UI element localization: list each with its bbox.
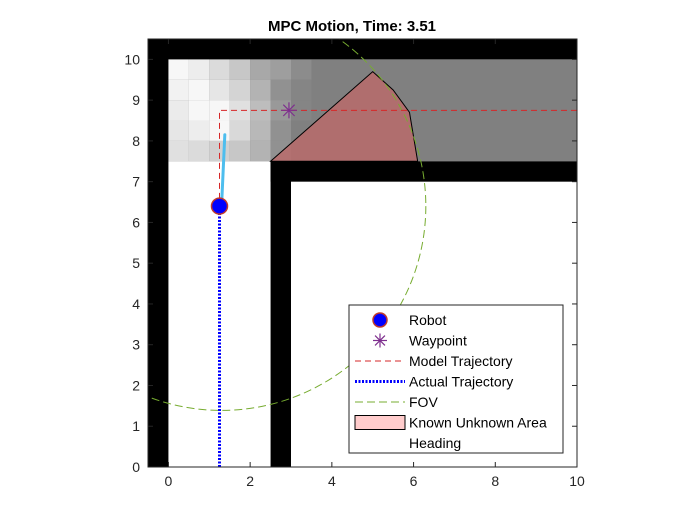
axes: 0 2 4 6 8 10 0 1 2 3 4 5 6 7 8 9 10	[124, 38, 585, 489]
occupancy-cell	[229, 100, 251, 121]
occupancy-cell	[188, 120, 210, 141]
occupancy-cell	[168, 100, 189, 121]
y-tick-label: 2	[132, 377, 140, 393]
wall	[270, 161, 291, 467]
legend-icon-waypoint	[373, 333, 387, 348]
fov-circle	[148, 39, 427, 411]
occupancy-cell	[168, 120, 189, 141]
x-tick-label: 10	[569, 473, 585, 489]
occupancy-cell	[229, 120, 251, 141]
occupancy-cell	[250, 120, 271, 141]
heading-line	[220, 133, 227, 208]
legend-icon-robot	[372, 312, 388, 328]
x-tick-label: 6	[410, 473, 418, 489]
wall	[270, 161, 577, 182]
x-tick-label: 4	[328, 473, 336, 489]
occupancy-cell	[270, 120, 291, 141]
occupancy-cell	[291, 79, 312, 101]
occupancy-cell	[168, 140, 189, 162]
occupancy-cell	[229, 79, 251, 101]
y-tick-label: 8	[132, 133, 140, 149]
occupancy-cell	[270, 100, 291, 121]
legend-icon-waypoint-stroke	[374, 335, 386, 346]
occupancy-cell	[229, 140, 251, 162]
occupancy-cell	[291, 59, 312, 80]
wall	[148, 39, 169, 467]
y-tick-label: 10	[124, 51, 140, 67]
waypoint-marker-stroke	[282, 104, 296, 117]
y-tick-label: 0	[132, 459, 140, 475]
x-tick-label: 0	[165, 473, 173, 489]
occupancy-cell	[209, 100, 230, 121]
plot-area	[148, 39, 577, 467]
y-tick-label: 4	[132, 296, 140, 312]
robot-marker	[210, 197, 229, 215]
y-tick-label: 3	[132, 337, 140, 353]
occupancy-cell	[270, 79, 291, 101]
chart-title: MPC Motion, Time: 3.51	[268, 18, 436, 35]
waypoint-marker	[280, 102, 297, 119]
occupancy-cell	[188, 140, 210, 162]
x-tick-label: 2	[246, 473, 254, 489]
occupancy-cell	[270, 59, 291, 80]
plot-content	[148, 39, 577, 467]
y-tick-label: 6	[132, 214, 140, 230]
legend-label: Heading	[409, 435, 461, 451]
occupancy-cell	[168, 59, 189, 80]
y-tick-label: 9	[132, 92, 140, 108]
x-tick-label: 8	[491, 473, 499, 489]
model-trajectory-line	[219, 109, 577, 207]
y-tick-label: 7	[132, 174, 140, 190]
legend-label: Actual Trajectory	[409, 374, 513, 390]
legend-icon-known-unknown-area	[354, 415, 406, 430]
occupancy-cell	[250, 100, 271, 121]
wall	[148, 39, 577, 60]
legend-label: Waypoint	[409, 333, 467, 349]
occupancy-cell	[250, 79, 271, 101]
y-tick-label: 5	[132, 255, 140, 271]
legend: Robot Waypoint Model Trajectory Actual Traj…	[348, 304, 564, 454]
occupancy-cell	[250, 140, 271, 162]
occupancy-cell	[188, 100, 210, 121]
legend-label: Model Trajectory	[409, 353, 512, 369]
occupancy-cell	[209, 79, 230, 101]
legend-label: FOV	[409, 394, 438, 410]
legend-label: Known Unknown Area	[409, 415, 547, 431]
legend-label: Robot	[409, 312, 446, 328]
occupancy-cell	[188, 79, 210, 101]
y-tick-label: 1	[132, 418, 140, 434]
axes-box	[147, 38, 578, 468]
occupancy-cell	[250, 59, 271, 80]
occupancy-cell	[229, 59, 251, 80]
occupancy-cell	[209, 59, 230, 80]
occupancy-cell	[188, 59, 210, 80]
occupancy-cell	[168, 79, 189, 101]
